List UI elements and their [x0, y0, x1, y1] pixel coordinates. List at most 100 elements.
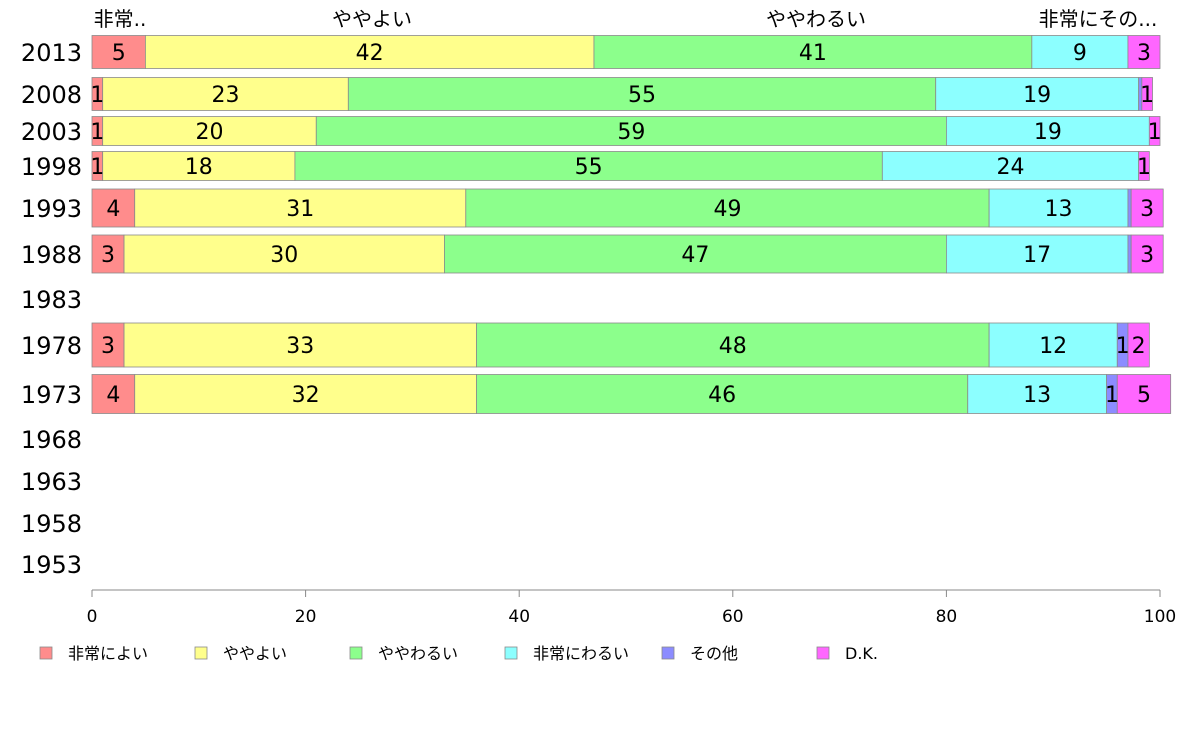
- data-label: 12: [1039, 334, 1067, 359]
- bar-segment: [988, 322, 1118, 368]
- top-label: ややわるい: [766, 7, 866, 31]
- data-label: 20: [195, 120, 223, 145]
- bar-segment: [1127, 188, 1132, 228]
- y-tick-label: 2003: [21, 118, 82, 146]
- chart-row: 1998 1 18 55 24 1: [21, 151, 1151, 181]
- bar-segment: [476, 322, 990, 368]
- bar-segment: [102, 151, 296, 181]
- data-label: 1: [1148, 120, 1162, 145]
- bar-segment: [476, 374, 969, 414]
- legend-item: 非常にわるい: [504, 644, 629, 663]
- y-tick-label: 2008: [21, 81, 82, 109]
- y-tick-label: 1968: [21, 426, 82, 454]
- bar-segment: [91, 35, 146, 69]
- data-label: 17: [1023, 243, 1051, 268]
- bar-segment: [1130, 234, 1164, 274]
- data-label: 1: [1116, 334, 1130, 359]
- top-label: ややよい: [332, 7, 412, 31]
- data-label: 3: [101, 243, 115, 268]
- data-label: 32: [292, 383, 320, 408]
- chart-row: 1988 3 30 47 17 3: [21, 234, 1164, 274]
- legend-swatch: [504, 646, 518, 660]
- bar-segment: [946, 116, 1150, 146]
- top-category-labels: 非常.. ややよい ややわるい 非常にその...: [94, 7, 1158, 31]
- chart-row: 1958: [21, 510, 82, 538]
- data-label: 13: [1023, 383, 1051, 408]
- bar-segment: [1130, 188, 1164, 228]
- chart-row: 1963: [21, 468, 82, 496]
- legend-item: ややわるい: [349, 644, 458, 663]
- data-label: 19: [1034, 120, 1062, 145]
- bar-segment: [967, 374, 1108, 414]
- data-label: 4: [106, 197, 120, 222]
- legend-swatch: [349, 646, 363, 660]
- data-label: 47: [681, 243, 709, 268]
- x-tick-label: 100: [1144, 607, 1176, 627]
- data-label: 9: [1073, 41, 1087, 66]
- bar-segment: [444, 234, 947, 274]
- y-tick-label: 1998: [21, 153, 82, 181]
- data-label: 1: [90, 155, 104, 180]
- legend-label: その他: [690, 644, 738, 663]
- bar-segment: [315, 116, 947, 146]
- bar-segment: [881, 151, 1140, 181]
- legend-label: 非常によい: [68, 644, 148, 663]
- chart-row: 2013 5 42 41 9 3: [21, 35, 1161, 69]
- bar-segment: [134, 374, 477, 414]
- data-label: 4: [106, 383, 120, 408]
- data-label: 1: [1137, 155, 1151, 180]
- data-label: 3: [1140, 197, 1154, 222]
- legend-swatch: [661, 646, 675, 660]
- legend-swatch: [194, 646, 208, 660]
- bar-segment: [91, 234, 125, 274]
- y-tick-label: 1963: [21, 468, 82, 496]
- bar-segment: [1116, 374, 1172, 414]
- y-tick-label: 1993: [21, 195, 82, 223]
- data-label: 1: [90, 83, 104, 108]
- data-label: 48: [719, 334, 747, 359]
- data-label: 46: [708, 383, 736, 408]
- chart-row: 1968: [21, 426, 82, 454]
- data-label: 5: [112, 41, 126, 66]
- bar-segment: [294, 151, 883, 181]
- y-tick-label: 1973: [21, 381, 82, 409]
- y-tick-label: 1953: [21, 551, 82, 579]
- data-label: 23: [212, 83, 240, 108]
- bar-segment: [347, 77, 937, 111]
- y-tick-label: 1983: [21, 286, 82, 314]
- bar-segment: [134, 188, 467, 228]
- bar-segment: [102, 77, 349, 111]
- y-tick-label: 2013: [21, 39, 82, 67]
- x-tick-label: 40: [508, 607, 530, 627]
- legend-item: D.K.: [816, 644, 878, 663]
- bar-segment: [144, 35, 595, 69]
- data-label: 3: [1140, 243, 1154, 268]
- bar-segment: [91, 374, 136, 414]
- data-label: 1: [1105, 383, 1119, 408]
- bar-segment: [935, 77, 1140, 111]
- data-label: 33: [286, 334, 314, 359]
- data-label: 30: [270, 243, 298, 268]
- bar-segment: [1148, 116, 1161, 146]
- chart-row: 1973 4 32 46 13 1 5: [21, 374, 1172, 414]
- legend-item: ややよい: [194, 644, 287, 663]
- data-label: 3: [101, 334, 115, 359]
- chart-row: 1983: [21, 286, 82, 314]
- data-label: 42: [356, 41, 384, 66]
- chart-row: 2008 1 23 55 19 1: [21, 77, 1154, 111]
- legend-item: 非常によい: [39, 644, 148, 663]
- x-tick-label: 20: [295, 607, 317, 627]
- x-tick-label: 80: [936, 607, 958, 627]
- x-tick-label: 60: [722, 607, 744, 627]
- data-label: 19: [1023, 83, 1051, 108]
- chart-row: 1978 3 33 48 12 1 2: [21, 322, 1150, 368]
- chart-row: 2003 1 20 59 19 1: [21, 116, 1162, 146]
- data-label: 24: [996, 155, 1024, 180]
- data-label: 59: [617, 120, 645, 145]
- data-label: 1: [1140, 83, 1154, 108]
- data-label: 18: [185, 155, 213, 180]
- y-tick-label: 1978: [21, 332, 82, 360]
- top-label: 非常..: [94, 7, 147, 31]
- bar-segment: [1127, 322, 1150, 368]
